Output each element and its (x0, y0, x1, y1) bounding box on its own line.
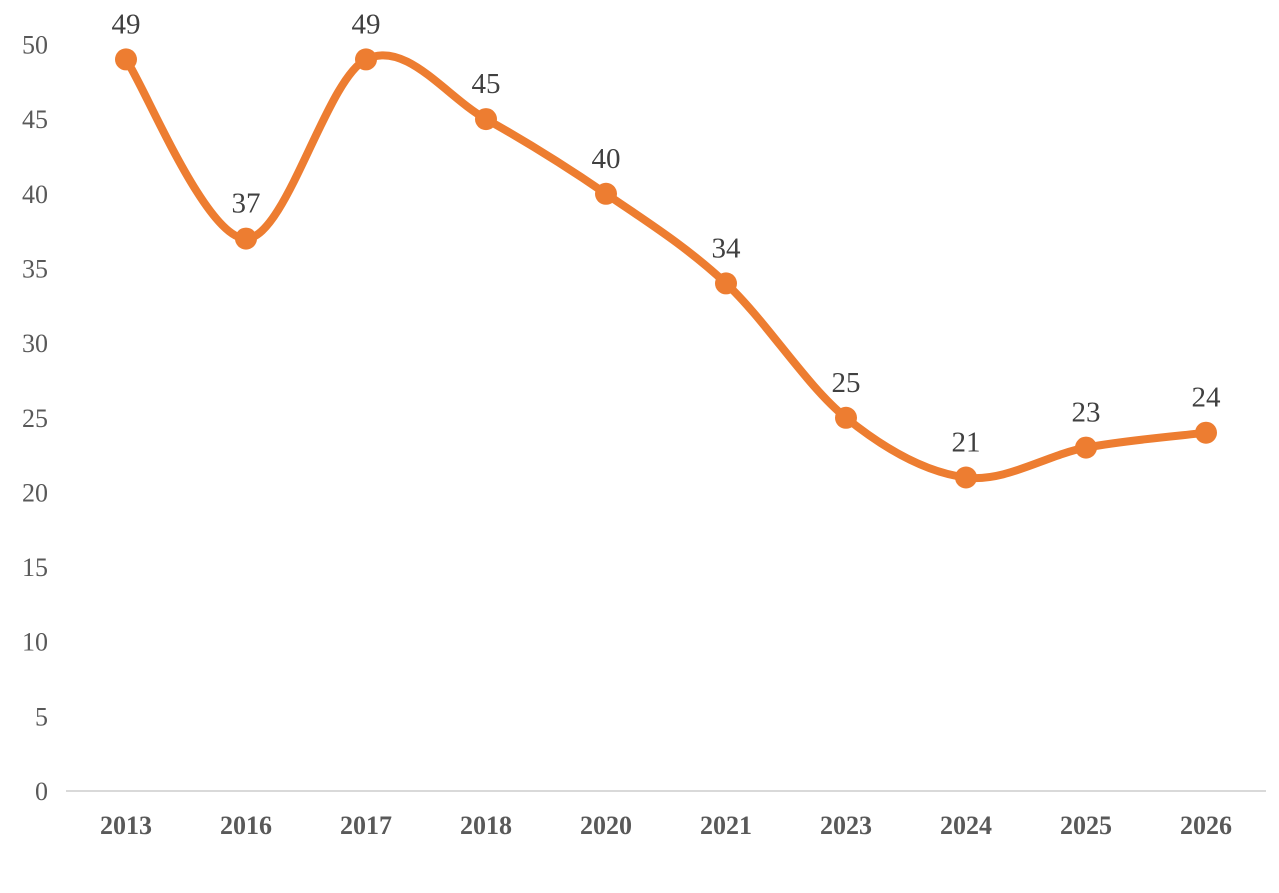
x-axis-category-label: 2013 (100, 811, 152, 840)
data-point-marker (235, 227, 257, 250)
y-axis-tick-label: 5 (35, 702, 48, 731)
data-point-marker (1075, 436, 1097, 459)
data-point-marker (1195, 421, 1217, 444)
y-axis-tick-label: 35 (22, 255, 48, 284)
y-axis-tick-label: 40 (22, 180, 48, 209)
y-axis-tick-label: 10 (22, 628, 48, 657)
y-axis-tick-label: 50 (22, 31, 48, 60)
data-label: 25 (832, 367, 861, 399)
y-axis-tick-label: 25 (22, 404, 48, 433)
data-label: 49 (112, 8, 141, 40)
data-point-marker (355, 48, 377, 71)
data-point-marker (835, 406, 857, 429)
data-label: 45 (472, 68, 501, 100)
x-axis-category-label: 2017 (340, 811, 392, 840)
x-axis-category-label: 2020 (580, 811, 632, 840)
x-axis-category-label: 2016 (220, 811, 272, 840)
data-point-marker (715, 272, 737, 295)
data-label: 34 (712, 232, 742, 264)
data-label: 49 (352, 8, 381, 40)
x-axis-category-label: 2021 (700, 811, 752, 840)
data-point-marker (955, 466, 977, 489)
data-label: 24 (1192, 382, 1222, 414)
y-axis-tick-label: 30 (22, 329, 48, 358)
data-label: 21 (952, 427, 981, 459)
data-label: 40 (592, 143, 621, 175)
x-axis-category-label: 2023 (820, 811, 872, 840)
data-point-marker (115, 48, 137, 71)
x-axis-category-label: 2018 (460, 811, 512, 840)
y-axis-tick-label: 15 (22, 553, 48, 582)
data-label: 23 (1072, 397, 1101, 429)
data-point-marker (475, 108, 497, 131)
x-axis-category-label: 2025 (1060, 811, 1112, 840)
line-series-path (122, 51, 1210, 483)
y-axis-tick-label: 20 (22, 478, 48, 507)
x-axis-category-label: 2026 (1180, 811, 1232, 840)
y-axis-tick-label: 45 (22, 105, 48, 134)
y-axis-tick-label: 0 (35, 777, 48, 806)
x-axis-category-label: 2024 (940, 811, 992, 840)
data-label: 37 (232, 188, 261, 220)
data-point-marker (595, 182, 617, 205)
